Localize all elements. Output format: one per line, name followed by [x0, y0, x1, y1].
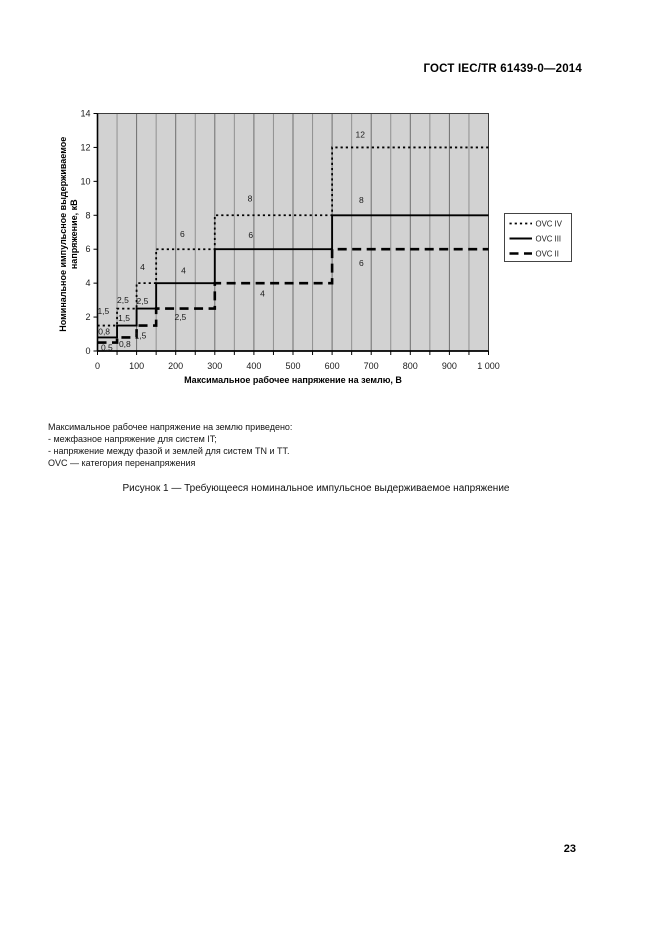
y-tick-label: 2	[85, 312, 90, 322]
x-tick-label: 600	[325, 361, 340, 371]
series-ovc-iii	[97, 214, 489, 339]
series-value-label-ovc-iii: 6	[248, 230, 253, 240]
x-tick-label: 1 000	[477, 361, 500, 371]
x-tick-label: 800	[403, 361, 418, 371]
series-value-label-ovc-ii: 6	[359, 258, 364, 268]
y-axis-title: Номинальное импульсное выдерживаемое	[58, 137, 68, 332]
series-value-label-ovc-ii: 2,5	[174, 312, 186, 322]
y-axis-title: напряжение, кВ	[69, 199, 79, 269]
page-number: 23	[563, 843, 576, 855]
x-tick-label: 400	[246, 361, 261, 371]
series-value-label-ovc-iii: 4	[181, 265, 186, 275]
series-value-label-ovc-iii: 1,5	[118, 313, 130, 323]
series-value-label-ovc-iii: 2,5	[137, 296, 149, 306]
y-tick-label: 8	[85, 210, 90, 220]
x-tick-label: 500	[285, 361, 300, 371]
x-tick-label: 900	[442, 361, 457, 371]
legend-label-ovc-iii: OVC III	[536, 235, 562, 244]
series-value-label-ovc-iii: 0,8	[98, 326, 110, 336]
series-value-label-ovc-iii: 8	[359, 195, 364, 205]
x-axis-title: Максимальное рабочее напряжение на землю…	[184, 375, 402, 385]
figure-caption: Рисунок 1 — Требующееся номинальное импу…	[122, 483, 510, 494]
x-tick-label: 100	[129, 361, 144, 371]
x-tick-label: 700	[364, 361, 379, 371]
y-tick-label: 12	[80, 142, 90, 152]
series-value-label-ovc-ii: 0,8	[119, 339, 131, 349]
series-value-label-ovc-iv: 12	[356, 130, 366, 140]
series-value-label-ovc-iv: 2,5	[117, 295, 129, 305]
y-tick-label: 0	[85, 346, 90, 356]
y-tick-label: 6	[85, 244, 90, 254]
series-value-label-ovc-ii: 0,5	[101, 342, 113, 352]
x-tick-label: 0	[95, 361, 100, 371]
series-value-label-ovc-iv: 1,5	[97, 306, 109, 316]
note-line: - межфазное напряжение для систем IT;	[48, 434, 217, 444]
note-line: Максимальное рабочее напряжение на землю…	[48, 422, 293, 432]
page-header-title: ГОСТ IEC/TR 61439-0—2014	[423, 63, 582, 75]
series-value-label-ovc-ii: 4	[260, 288, 265, 298]
series-value-label-ovc-ii: 1,5	[135, 331, 147, 341]
series-value-label-ovc-iv: 4	[140, 262, 145, 272]
x-tick-label: 300	[207, 361, 222, 371]
y-tick-label: 14	[80, 109, 90, 119]
figure-1: 0 2 4 6 8 10 12 14 0 100 200 300 400 500 600 700 800 900 1…	[45, 103, 585, 393]
series-value-label-ovc-iv: 8	[248, 193, 253, 203]
y-tick-label: 4	[85, 278, 90, 288]
legend-label-ovc-iv: OVC IV	[536, 220, 563, 229]
figure-notes: Максимальное рабочее напряжение на землю…	[48, 421, 292, 469]
y-tick-label: 10	[80, 176, 90, 186]
x-tick-label: 200	[168, 361, 183, 371]
figure-chart: 0 2 4 6 8 10 12 14 0 100 200 300 400 500 600 700 800 900 1…	[58, 109, 572, 385]
note-line: - напряжение между фазой и землей для си…	[48, 446, 290, 456]
legend-label-ovc-ii: OVC II	[536, 250, 559, 259]
note-line: OVC — категория перенапряжения	[48, 458, 196, 468]
series-value-label-ovc-iv: 6	[180, 229, 185, 239]
